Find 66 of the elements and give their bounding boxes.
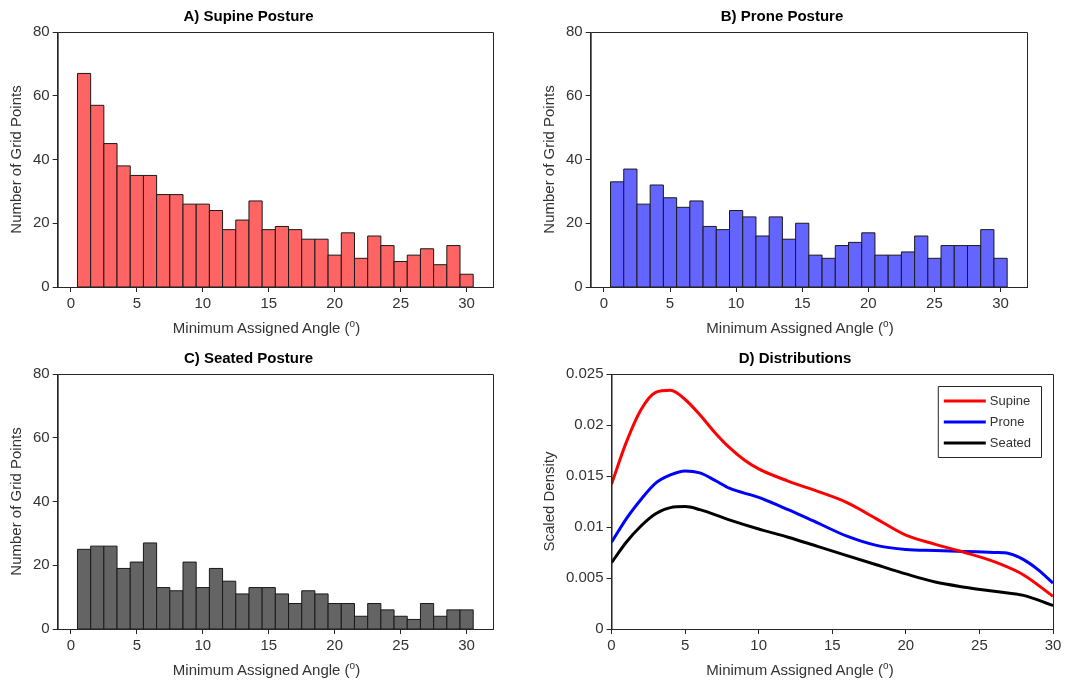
x-tick-label: 10: [727, 294, 745, 312]
y-axis-title: Scaled Density: [540, 450, 558, 552]
x-tick-label: 5: [132, 636, 141, 654]
line-series: [611, 469, 1053, 585]
x-tick-label: 30: [458, 294, 475, 312]
y-tick-label: 20: [566, 213, 583, 231]
y-tick-label: 0: [595, 619, 604, 637]
x-tick-label: 15: [823, 636, 841, 654]
x-tick-label: 25: [392, 294, 409, 312]
y-tick-label: 40: [33, 149, 50, 167]
y-tick-label: 0.005: [565, 568, 604, 586]
x-tick-label: 5: [680, 636, 690, 654]
y-tick-label: 0.02: [574, 415, 604, 433]
x-tick-label: 15: [260, 636, 278, 654]
x-axis-title: Minimum Assigned Angle ($^{o}$): [171, 660, 362, 678]
x-tick-label: 0: [607, 636, 616, 654]
x-axis-title: Minimum Assigned Angle ($^{o}$): [171, 318, 362, 336]
y-tick-label: 80: [33, 22, 50, 40]
x-tick-label: 25: [926, 294, 943, 312]
line-series: [611, 505, 1053, 608]
x-tick-label: 30: [992, 294, 1009, 312]
legend-label: Seated: [989, 434, 1031, 450]
y-tick-label: 80: [566, 22, 583, 40]
legend-label: Supine: [989, 392, 1031, 408]
y-tick-label: 0: [41, 619, 50, 637]
x-axis-title: Minimum Assigned Angle ($^{o}$): [705, 318, 895, 336]
y-tick-label: 20: [33, 555, 50, 573]
y-tick-label: 0.01: [574, 517, 604, 535]
x-tick-label: 15: [260, 294, 278, 312]
x-axis-title: Minimum Assigned Angle ($^{o}$): [705, 660, 895, 678]
y-tick-label: 80: [33, 364, 50, 382]
x-tick-label: 10: [750, 636, 768, 654]
x-tick-label: 20: [897, 636, 915, 654]
legend-label: Prone: [989, 413, 1025, 429]
chart-title: A) Supine Posture: [183, 7, 314, 25]
chart-title: D) Distributions: [738, 349, 852, 367]
y-tick-label: 0: [574, 277, 583, 295]
y-tick-label: 40: [566, 149, 583, 167]
chart-title: B) Prone Posture: [720, 7, 844, 25]
y-tick-label: 40: [33, 491, 50, 509]
x-tick-label: 10: [194, 294, 212, 312]
y-tick-label: 0: [41, 277, 50, 295]
x-tick-label: 25: [392, 636, 409, 654]
y-tick-label: 60: [33, 427, 50, 445]
y-tick-label: 60: [566, 85, 583, 103]
y-tick-label: 0.025: [565, 364, 604, 382]
y-axis-title: Number of Grid Points: [7, 85, 25, 234]
line-series: [611, 388, 1053, 598]
chart-title: C) Seated Posture: [183, 349, 314, 367]
y-tick-label: 0.015: [565, 466, 604, 484]
x-tick-label: 20: [860, 294, 877, 312]
x-tick-label: 15: [793, 294, 811, 312]
x-tick-label: 30: [458, 636, 475, 654]
x-tick-label: 0: [66, 636, 76, 654]
x-tick-label: 25: [971, 636, 988, 654]
x-tick-label: 5: [132, 294, 141, 312]
x-tick-label: 20: [326, 636, 344, 654]
x-tick-label: 30: [1044, 636, 1062, 654]
y-axis-title: Number of Grid Points: [540, 85, 558, 234]
x-tick-label: 5: [665, 294, 675, 312]
x-tick-label: 0: [66, 294, 76, 312]
x-tick-label: 10: [194, 636, 212, 654]
y-axis-title: Number of Grid Points: [7, 427, 25, 576]
y-tick-label: 60: [33, 85, 50, 103]
x-tick-label: 20: [326, 294, 344, 312]
y-tick-label: 20: [33, 213, 50, 231]
